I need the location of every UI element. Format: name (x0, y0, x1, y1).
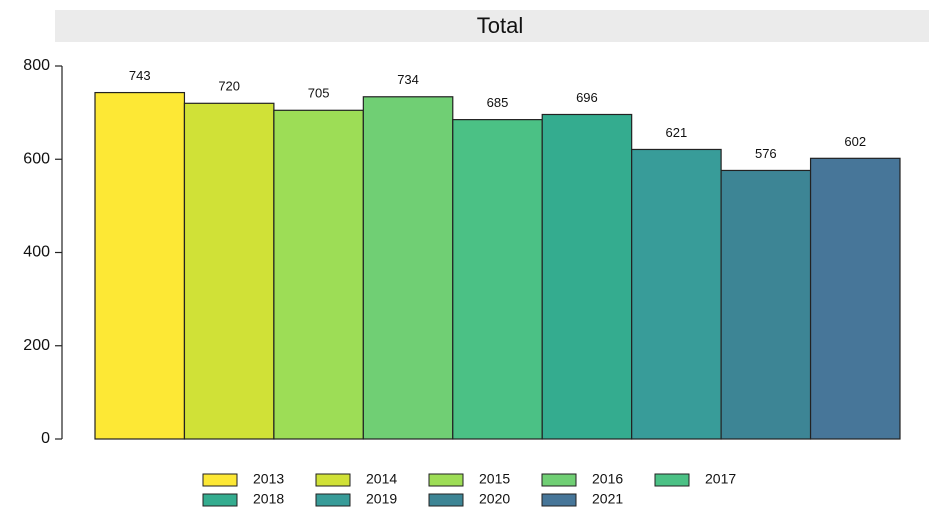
legend-swatch (541, 473, 577, 487)
value-label: 696 (576, 90, 598, 105)
bar (94, 91, 186, 440)
legend-swatch (541, 493, 577, 507)
value-label: 685 (487, 95, 509, 110)
y-tick-label: 800 (23, 57, 50, 74)
chart-title: Total (477, 13, 523, 38)
bar (809, 157, 901, 440)
legend-swatch (315, 493, 351, 507)
value-label: 720 (218, 79, 240, 94)
legend-swatch (315, 473, 351, 487)
value-label: 621 (666, 125, 688, 140)
legend-label: 2016 (592, 471, 623, 487)
legend-swatch (202, 473, 238, 487)
bar (183, 102, 275, 440)
bar (362, 96, 454, 440)
legend-swatch (654, 473, 690, 487)
legend-label: 2014 (366, 471, 397, 487)
bar (720, 169, 812, 440)
legend-swatch (428, 473, 464, 487)
legend-swatch (202, 493, 238, 507)
legend-label: 2013 (253, 471, 284, 487)
y-tick-label: 200 (23, 337, 50, 354)
title-strip (55, 10, 929, 42)
value-label: 705 (308, 86, 330, 101)
bar (631, 148, 722, 440)
value-label: 576 (755, 146, 777, 161)
value-label: 734 (397, 72, 419, 87)
bar (273, 109, 364, 440)
bar (541, 113, 633, 440)
y-tick-label: 0 (41, 430, 50, 447)
legend-label: 2019 (366, 491, 397, 507)
y-tick-label: 400 (23, 244, 50, 261)
y-tick-label: 600 (23, 150, 50, 167)
legend-label: 2017 (705, 471, 736, 487)
value-label: 602 (844, 134, 866, 149)
legend-swatch (428, 493, 464, 507)
legend-label: 2021 (592, 491, 623, 507)
value-label: 743 (129, 68, 151, 83)
legend-label: 2018 (253, 491, 284, 507)
legend-label: 2020 (479, 491, 510, 507)
legend-label: 2015 (479, 471, 510, 487)
bar (452, 119, 543, 440)
